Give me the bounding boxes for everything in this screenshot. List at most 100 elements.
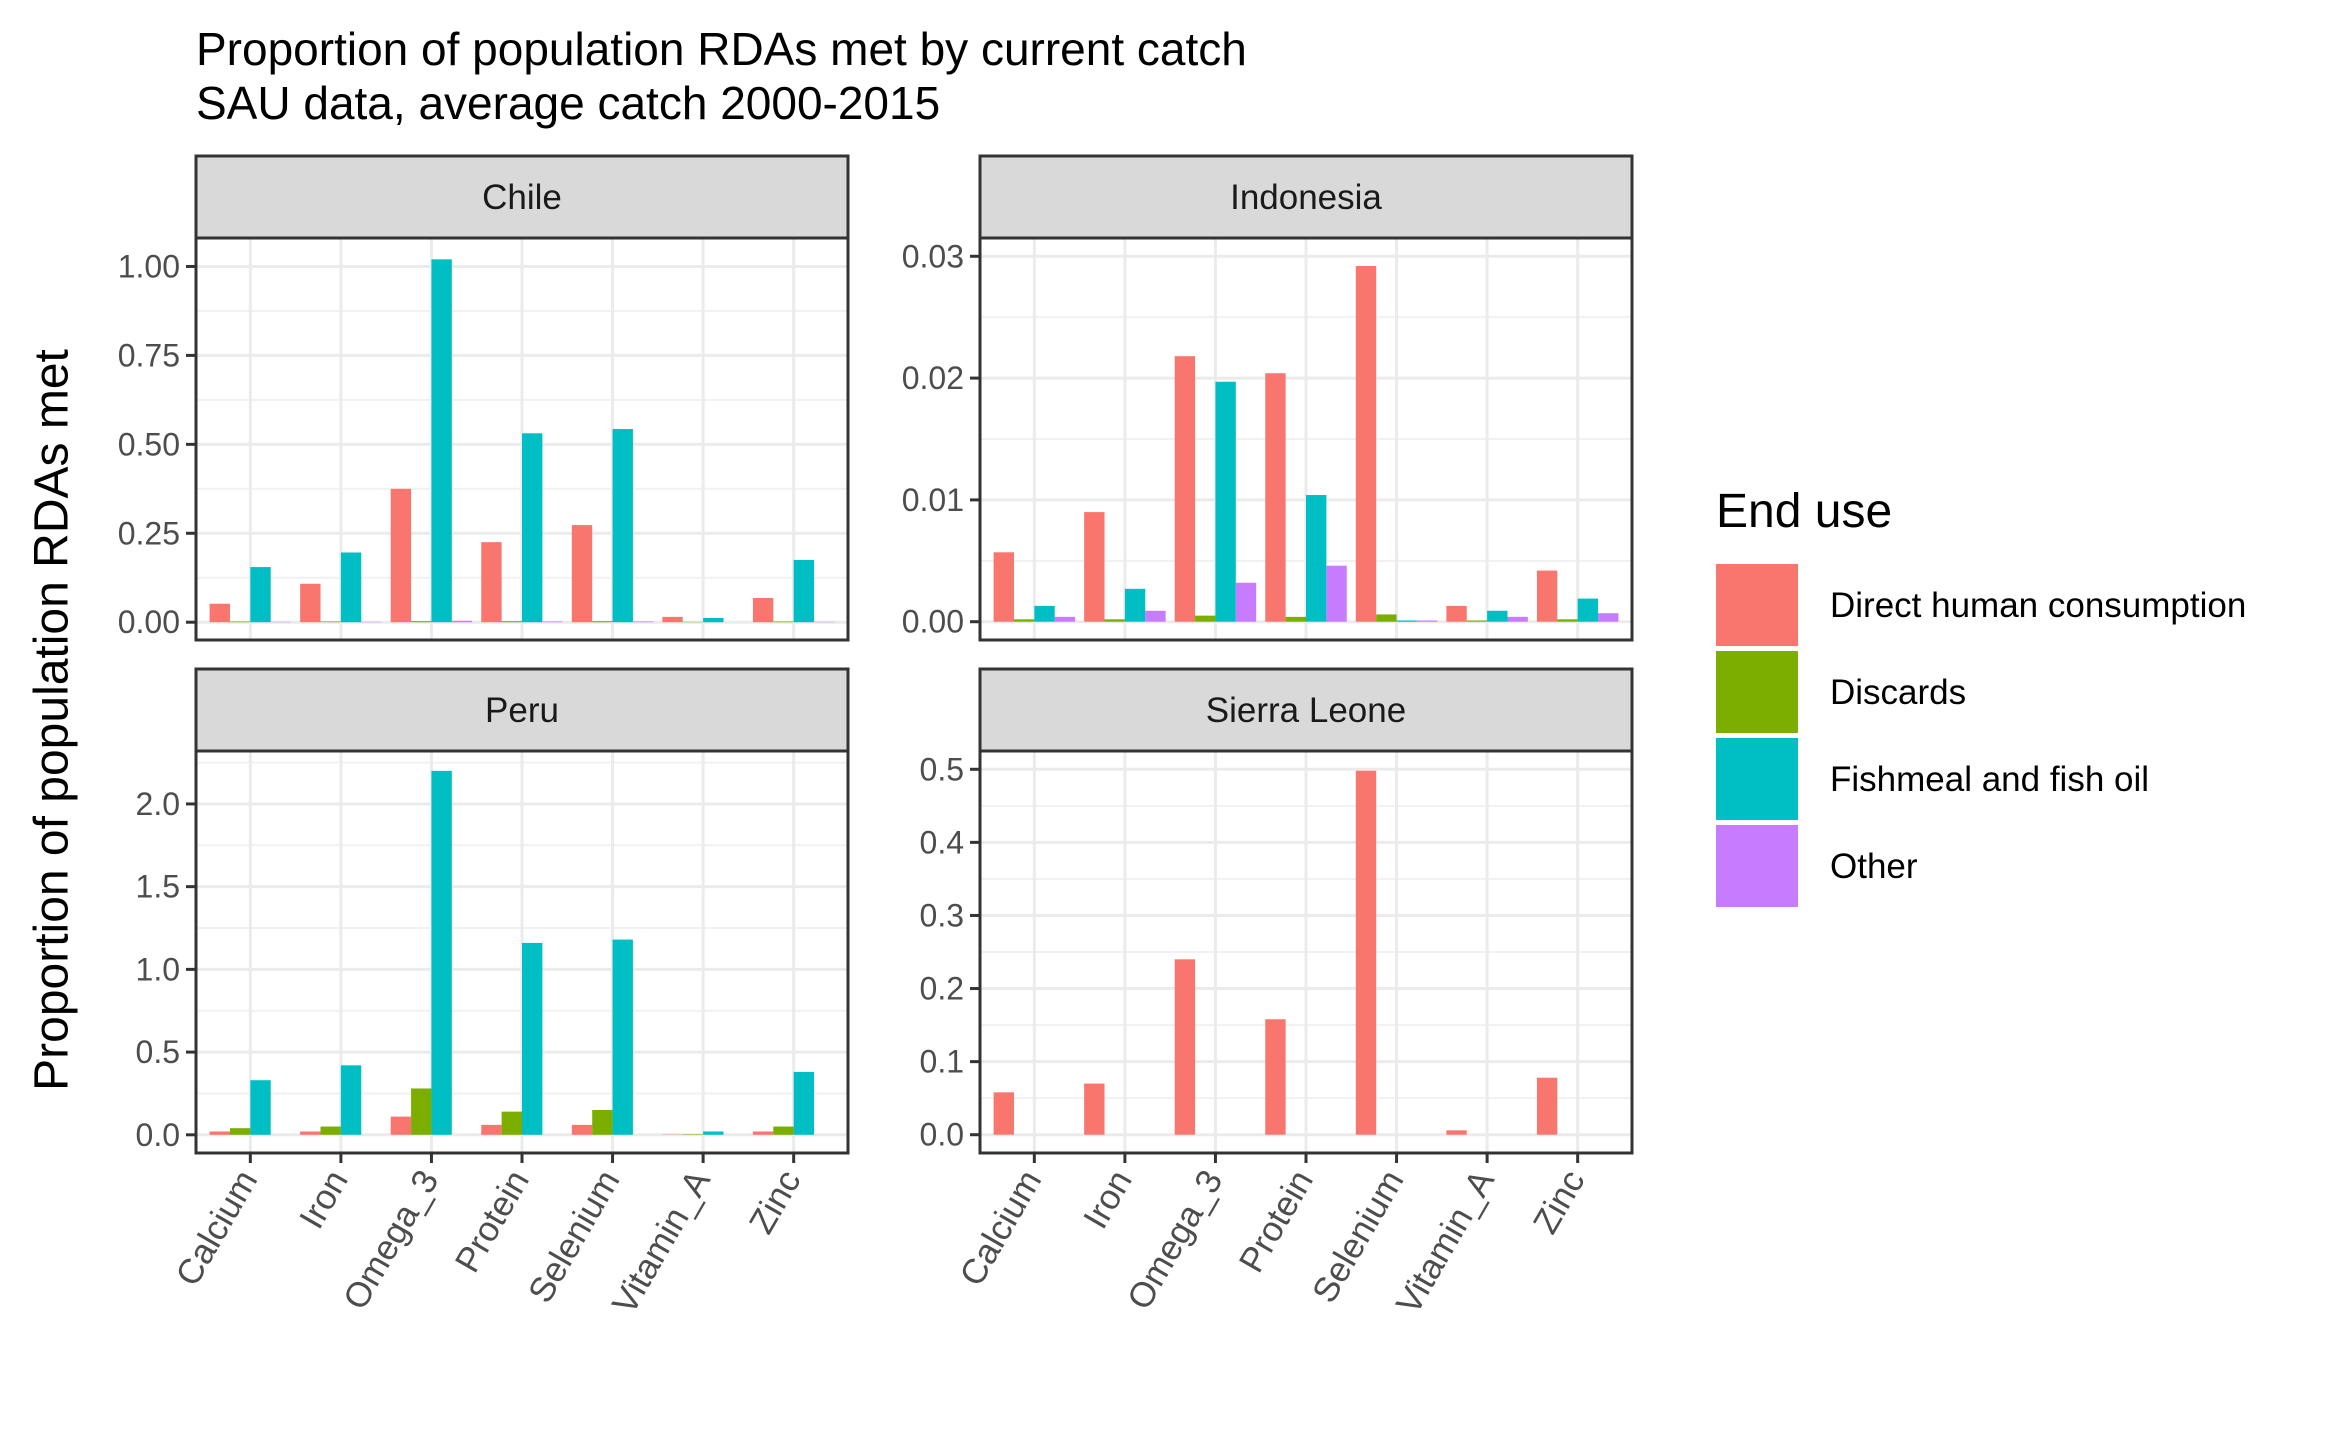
y-tick-label: 0.01 xyxy=(902,482,964,518)
bar xyxy=(1013,619,1035,622)
bar xyxy=(1195,615,1216,622)
bar xyxy=(793,1071,815,1135)
bar xyxy=(1376,614,1397,622)
bar xyxy=(773,1126,794,1135)
bar xyxy=(229,1128,251,1135)
bar xyxy=(793,559,815,623)
facet-title: Chile xyxy=(482,178,562,217)
legend-label: Other xyxy=(1830,847,1918,886)
bar xyxy=(571,525,593,623)
legend-label: Fishmeal and fish oil xyxy=(1830,760,2149,799)
panel-indonesia: Indonesia 0.00 0.01 0.02 0.03 xyxy=(902,154,1634,642)
y-tick-label: 0.02 xyxy=(902,360,964,396)
y-tick-label: 0.5 xyxy=(136,1034,180,1070)
bar xyxy=(431,770,452,1135)
bar xyxy=(411,621,432,623)
bar xyxy=(592,1109,613,1135)
bar xyxy=(993,1092,1014,1135)
y-tick-label: 1.00 xyxy=(118,248,180,284)
x-tick-label: Calcium xyxy=(952,1164,1049,1293)
bar xyxy=(1577,598,1599,622)
x-tick-label: Iron xyxy=(1076,1164,1140,1236)
y-tick-label: 0.25 xyxy=(118,515,180,551)
legend-title: End use xyxy=(1716,485,1892,538)
bar xyxy=(1598,613,1619,622)
bar xyxy=(1174,959,1196,1135)
y-tick-label: 0.4 xyxy=(920,824,964,860)
panel-sierra-leone: Sierra Leone 0.0 0.1 0.2 0.3 0.4 0.5 Calcium Iro… xyxy=(920,667,1634,1321)
y-tick-label: 1.5 xyxy=(136,869,180,905)
bar xyxy=(340,552,362,623)
facet-title: Sierra Leone xyxy=(1206,691,1406,730)
bar xyxy=(1124,588,1146,622)
bar xyxy=(612,429,633,623)
bar xyxy=(1145,610,1166,622)
bar xyxy=(1306,495,1327,622)
bar xyxy=(390,488,412,623)
bar xyxy=(632,621,654,623)
bar xyxy=(752,1131,774,1135)
bar xyxy=(542,621,563,623)
bar xyxy=(1507,616,1528,622)
bar xyxy=(411,1088,432,1135)
x-tick-label: Protein xyxy=(448,1164,537,1280)
bar xyxy=(1326,565,1347,622)
x-tick-label: Protein xyxy=(1232,1164,1321,1280)
bar xyxy=(1054,616,1076,622)
bar xyxy=(481,1124,502,1135)
bar xyxy=(250,1080,271,1135)
y-tick-label: 0.0 xyxy=(136,1117,180,1153)
y-tick-label: 0.3 xyxy=(920,897,964,933)
bar xyxy=(522,942,543,1135)
y-tick-label: 2.0 xyxy=(136,786,180,822)
bar xyxy=(993,552,1014,622)
legend: End use Direct human consumption Discards F… xyxy=(1716,485,2246,907)
bar xyxy=(431,259,452,623)
bar xyxy=(481,542,502,623)
bar xyxy=(300,583,321,623)
y-tick-label: 0.2 xyxy=(920,971,964,1007)
facet-strip xyxy=(194,154,850,240)
bar xyxy=(752,598,774,623)
bar xyxy=(703,1131,724,1135)
bar xyxy=(1084,1083,1105,1135)
bar xyxy=(1265,1019,1286,1135)
bar xyxy=(390,1116,412,1135)
y-tick-label: 0.03 xyxy=(902,238,964,274)
bar xyxy=(1265,373,1286,622)
bar xyxy=(340,1065,362,1135)
bar xyxy=(1285,616,1306,622)
y-tick-label: 0.00 xyxy=(118,604,180,640)
bar xyxy=(451,620,473,623)
legend-label: Discards xyxy=(1830,673,1966,712)
bar xyxy=(1557,619,1578,622)
y-tick-label: 0.1 xyxy=(920,1044,964,1080)
legend-key xyxy=(1716,825,1798,907)
bar xyxy=(250,567,271,623)
y-tick-label: 0.75 xyxy=(118,337,180,373)
bar xyxy=(501,621,522,623)
bar xyxy=(300,1131,321,1135)
bar xyxy=(1355,770,1377,1135)
y-tick-label: 0.00 xyxy=(902,604,964,640)
legend-key xyxy=(1716,738,1798,820)
facet-title: Peru xyxy=(485,691,559,730)
facet-strip xyxy=(978,154,1634,240)
bar xyxy=(1396,620,1417,622)
x-tick-label: Zinc xyxy=(1526,1164,1593,1241)
bar xyxy=(320,621,341,623)
facet-strip xyxy=(194,667,850,753)
y-tick-label: 1.0 xyxy=(136,951,180,987)
bar xyxy=(1174,356,1196,622)
x-tick-label: Zinc xyxy=(742,1164,809,1241)
bar xyxy=(1235,582,1257,622)
chart-subtitle: SAU data, average catch 2000-2015 xyxy=(196,77,941,129)
panel-chile: Chile 0.00 0.25 0.50 0.75 1.00 xyxy=(118,154,850,642)
y-tick-label: 0.5 xyxy=(920,751,964,787)
y-tick-label: 0.50 xyxy=(118,426,180,462)
bar xyxy=(1536,570,1558,622)
bar xyxy=(209,1131,230,1135)
bar xyxy=(571,1124,593,1135)
legend-key xyxy=(1716,564,1798,646)
x-tick-label: Selenium xyxy=(521,1164,628,1310)
